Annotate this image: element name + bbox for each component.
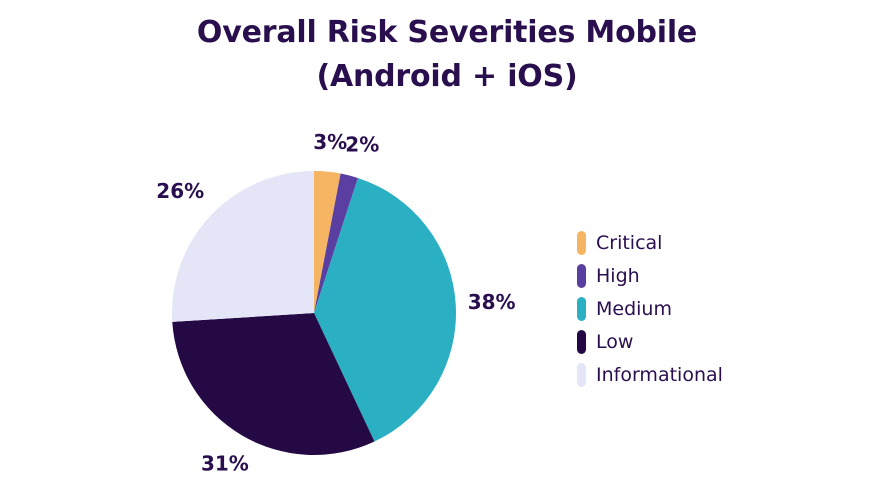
pie-label-critical: 3%	[313, 130, 347, 154]
legend: Critical High Medium Low Informational	[577, 226, 877, 391]
legend-label-low: Low	[596, 330, 634, 353]
legend-swatch-high	[577, 263, 586, 288]
legend-label-medium: Medium	[596, 297, 672, 320]
legend-label-informational: Informational	[596, 363, 723, 386]
legend-item-medium: Medium	[577, 292, 877, 325]
legend-item-low: Low	[577, 325, 877, 358]
pie-slice-medium	[314, 177, 456, 442]
legend-swatch-medium	[577, 296, 586, 321]
legend-item-high: High	[577, 259, 877, 292]
chart-title-line-1: Overall Risk Severities Mobile	[196, 15, 698, 50]
pie-slice-low	[172, 313, 375, 455]
legend-swatch-low	[577, 329, 586, 354]
chart-title-line-2: (Android + iOS)	[316, 59, 578, 94]
legend-swatch-informational	[577, 362, 586, 387]
pie-label-informational: 26%	[156, 179, 204, 203]
pie-slice-informational	[171, 171, 314, 322]
pie-label-low: 31%	[201, 452, 249, 476]
pie-slice-high	[314, 173, 358, 313]
legend-item-informational: Informational	[577, 358, 877, 391]
legend-item-critical: Critical	[577, 226, 877, 259]
pie-slice-critical	[314, 171, 341, 313]
legend-label-high: High	[596, 264, 640, 287]
legend-swatch-critical	[577, 230, 586, 255]
legend-label-critical: Critical	[596, 231, 663, 254]
pie-labels: 3%2% 38% 31% 26%	[156, 130, 515, 476]
pie-label-medium: 38%	[468, 290, 516, 314]
pie-slices	[171, 171, 456, 455]
pie-label-high: 2%	[345, 133, 379, 157]
